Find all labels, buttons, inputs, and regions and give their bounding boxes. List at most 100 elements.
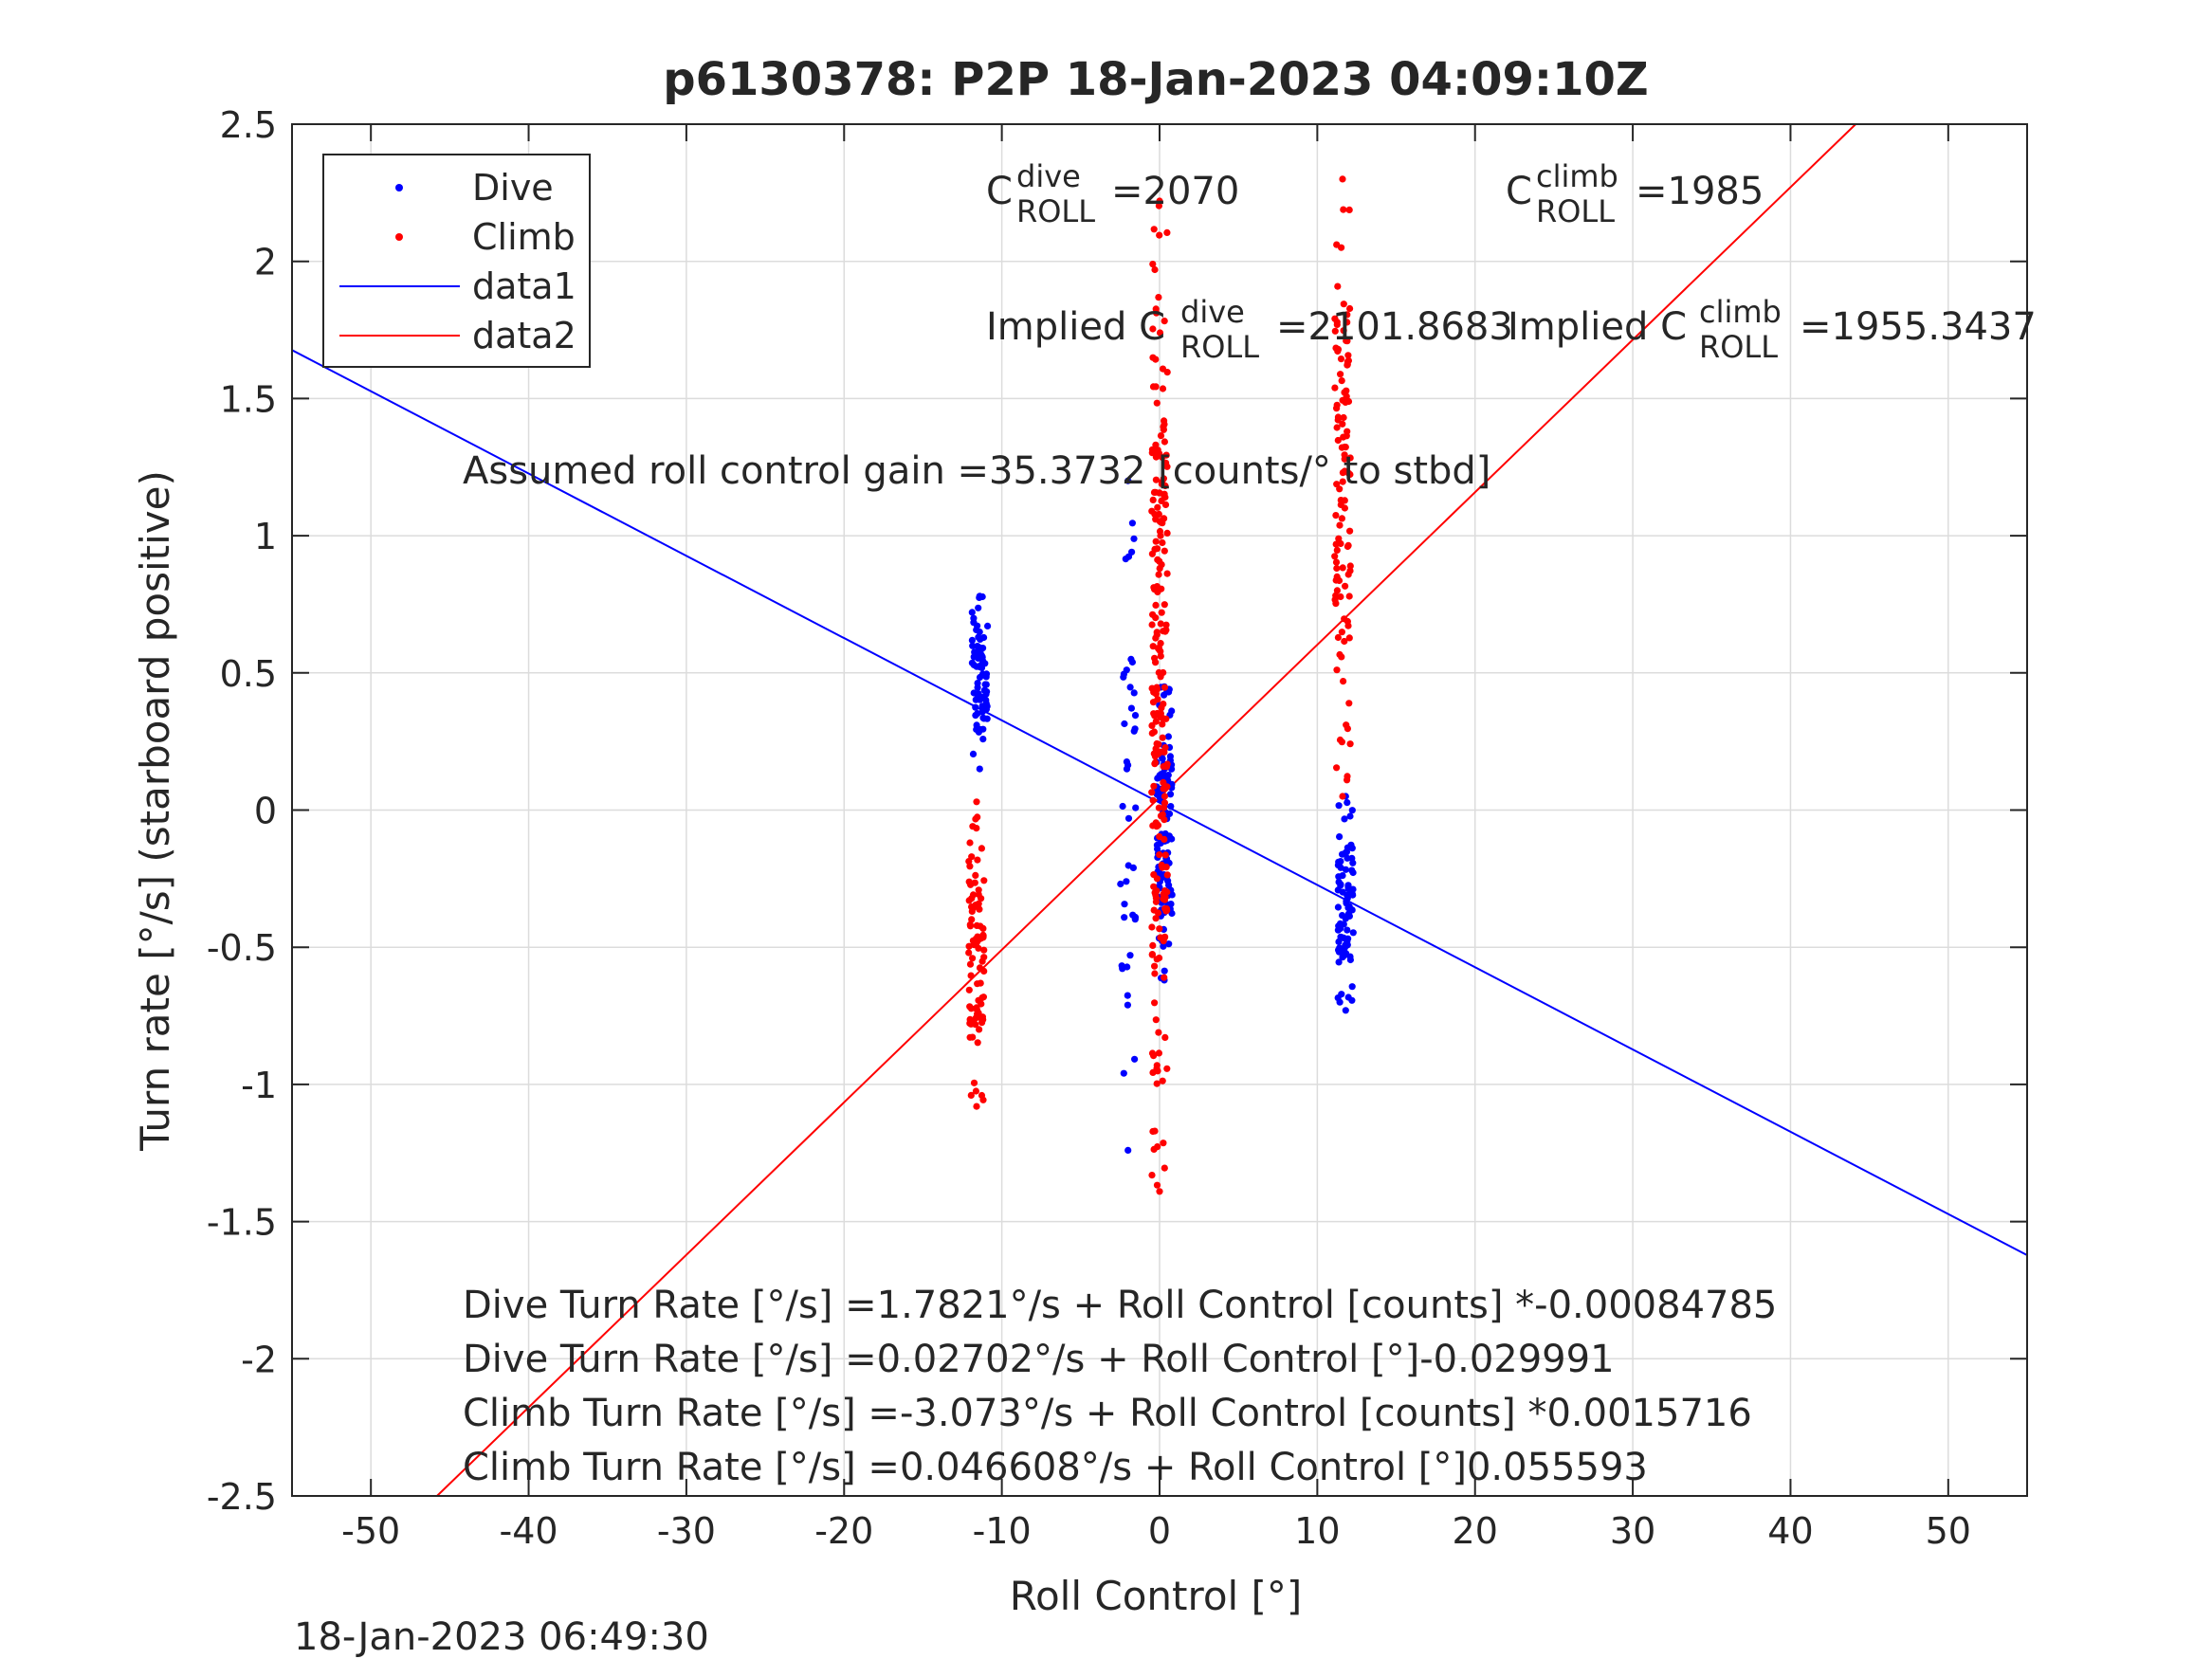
tick-labels: -50 -40 -30 -20 -10 0 10 20 30 40 50 2.5 2 1.5 1 0.5 0 -0… <box>207 104 1971 1552</box>
legend-box <box>322 154 591 368</box>
climb-point <box>980 946 988 954</box>
dive-point <box>982 697 990 704</box>
dive-point <box>1335 922 1343 930</box>
climb-point <box>1151 265 1159 274</box>
climb-point <box>1152 894 1160 902</box>
climb-point <box>1337 371 1344 378</box>
climb-point <box>1333 424 1341 431</box>
climb-point <box>1346 562 1354 570</box>
climb-point <box>1156 851 1163 859</box>
climb-point <box>1333 564 1341 573</box>
climb-point <box>1157 710 1164 718</box>
climb-point <box>1339 564 1346 572</box>
climb-point <box>1151 712 1159 720</box>
climb-point <box>1149 699 1158 706</box>
climb-point <box>1154 1143 1161 1151</box>
climb-point <box>1161 748 1168 757</box>
climb-point <box>966 1019 974 1027</box>
climb-point <box>1154 821 1162 830</box>
climb-point <box>1151 545 1159 554</box>
dive-point <box>1121 720 1128 728</box>
climb-point <box>1156 527 1164 536</box>
climb-point <box>1346 304 1354 313</box>
climb-point <box>1149 496 1157 504</box>
climb-point <box>1340 433 1347 441</box>
climb-point <box>1158 704 1165 712</box>
c-dive-sup: dive <box>1016 158 1081 194</box>
x-axis-label: Roll Control [°] <box>1010 1573 1303 1619</box>
climb-point <box>974 813 981 821</box>
x-tick-label: 0 <box>1148 1510 1171 1552</box>
climb-point <box>1343 721 1350 729</box>
implied-climb-sup: climb <box>1699 294 1782 330</box>
climb-point <box>1340 678 1347 685</box>
climb-point <box>1338 515 1345 522</box>
climb-point <box>1163 529 1171 538</box>
dive-point <box>1344 894 1351 902</box>
y-tick-label: 1 <box>254 516 277 557</box>
climb-point <box>968 916 976 923</box>
dive-point <box>1131 712 1140 720</box>
climb-point <box>1159 520 1166 527</box>
legend-label-dive: Dive <box>472 167 554 209</box>
climb-point <box>1160 938 1167 945</box>
climb-point <box>976 1026 983 1033</box>
dive-point <box>978 645 985 652</box>
climb-point <box>978 1015 985 1023</box>
axes-frame <box>291 123 2028 1497</box>
climb-point <box>1151 999 1159 1007</box>
climb-point <box>1331 384 1339 392</box>
dive-point <box>1341 815 1348 823</box>
implied-climb-annotation: Implied C climb ROLL =1955.3437 <box>1508 294 2037 365</box>
climb-point <box>1159 864 1166 871</box>
climb-point <box>968 907 976 916</box>
climb-point <box>1161 896 1169 903</box>
dive-point <box>982 673 990 681</box>
dive-point <box>1339 934 1346 941</box>
equation-climb-counts: Climb Turn Rate [°/s] =-3.073°/s + Roll … <box>463 1392 1752 1435</box>
climb-point <box>969 1033 977 1041</box>
climb-point <box>976 905 983 913</box>
climb-point <box>1163 369 1171 376</box>
climb-point <box>975 996 982 1004</box>
dive-point <box>978 655 986 663</box>
climb-point <box>1333 666 1341 674</box>
climb-point <box>1333 587 1341 594</box>
x-tick-label: -50 <box>341 1510 400 1552</box>
climb-point <box>1345 206 1353 213</box>
climb-point <box>974 980 981 988</box>
climb-point <box>965 942 973 950</box>
climb-point <box>1150 1052 1158 1060</box>
climb-point <box>1151 970 1159 977</box>
dive-point <box>979 736 987 743</box>
c-dive-sub: ROLL <box>1016 193 1095 229</box>
dive-point <box>1334 903 1342 911</box>
climb-point <box>1148 951 1156 958</box>
dive-point <box>975 633 982 641</box>
climb-point <box>1344 397 1353 406</box>
climb-point <box>978 1091 986 1100</box>
dive-point <box>1165 810 1174 818</box>
x-tick-label: -30 <box>657 1510 716 1552</box>
climb-point <box>1159 453 1166 461</box>
climb-point <box>973 1004 980 1012</box>
climb-point <box>978 845 985 852</box>
climb-point <box>1161 438 1168 446</box>
climb-point <box>974 856 981 864</box>
climb-point <box>965 949 973 957</box>
dive-point <box>1337 881 1344 888</box>
climb-point <box>1156 329 1164 337</box>
dive-point <box>1117 880 1124 888</box>
climb-point <box>1153 630 1161 639</box>
dive-point <box>1130 727 1138 735</box>
dive-point <box>973 721 980 729</box>
climb-point <box>1332 600 1340 608</box>
dive-point <box>1124 477 1132 484</box>
climb-point <box>1154 503 1161 511</box>
climb-point <box>1152 476 1160 483</box>
climb-point <box>1160 804 1168 811</box>
dive-point <box>1348 983 1356 991</box>
climb-point <box>1157 620 1164 628</box>
climb-point <box>1163 463 1171 470</box>
legend: Dive Climb data1 data2 <box>322 154 591 368</box>
